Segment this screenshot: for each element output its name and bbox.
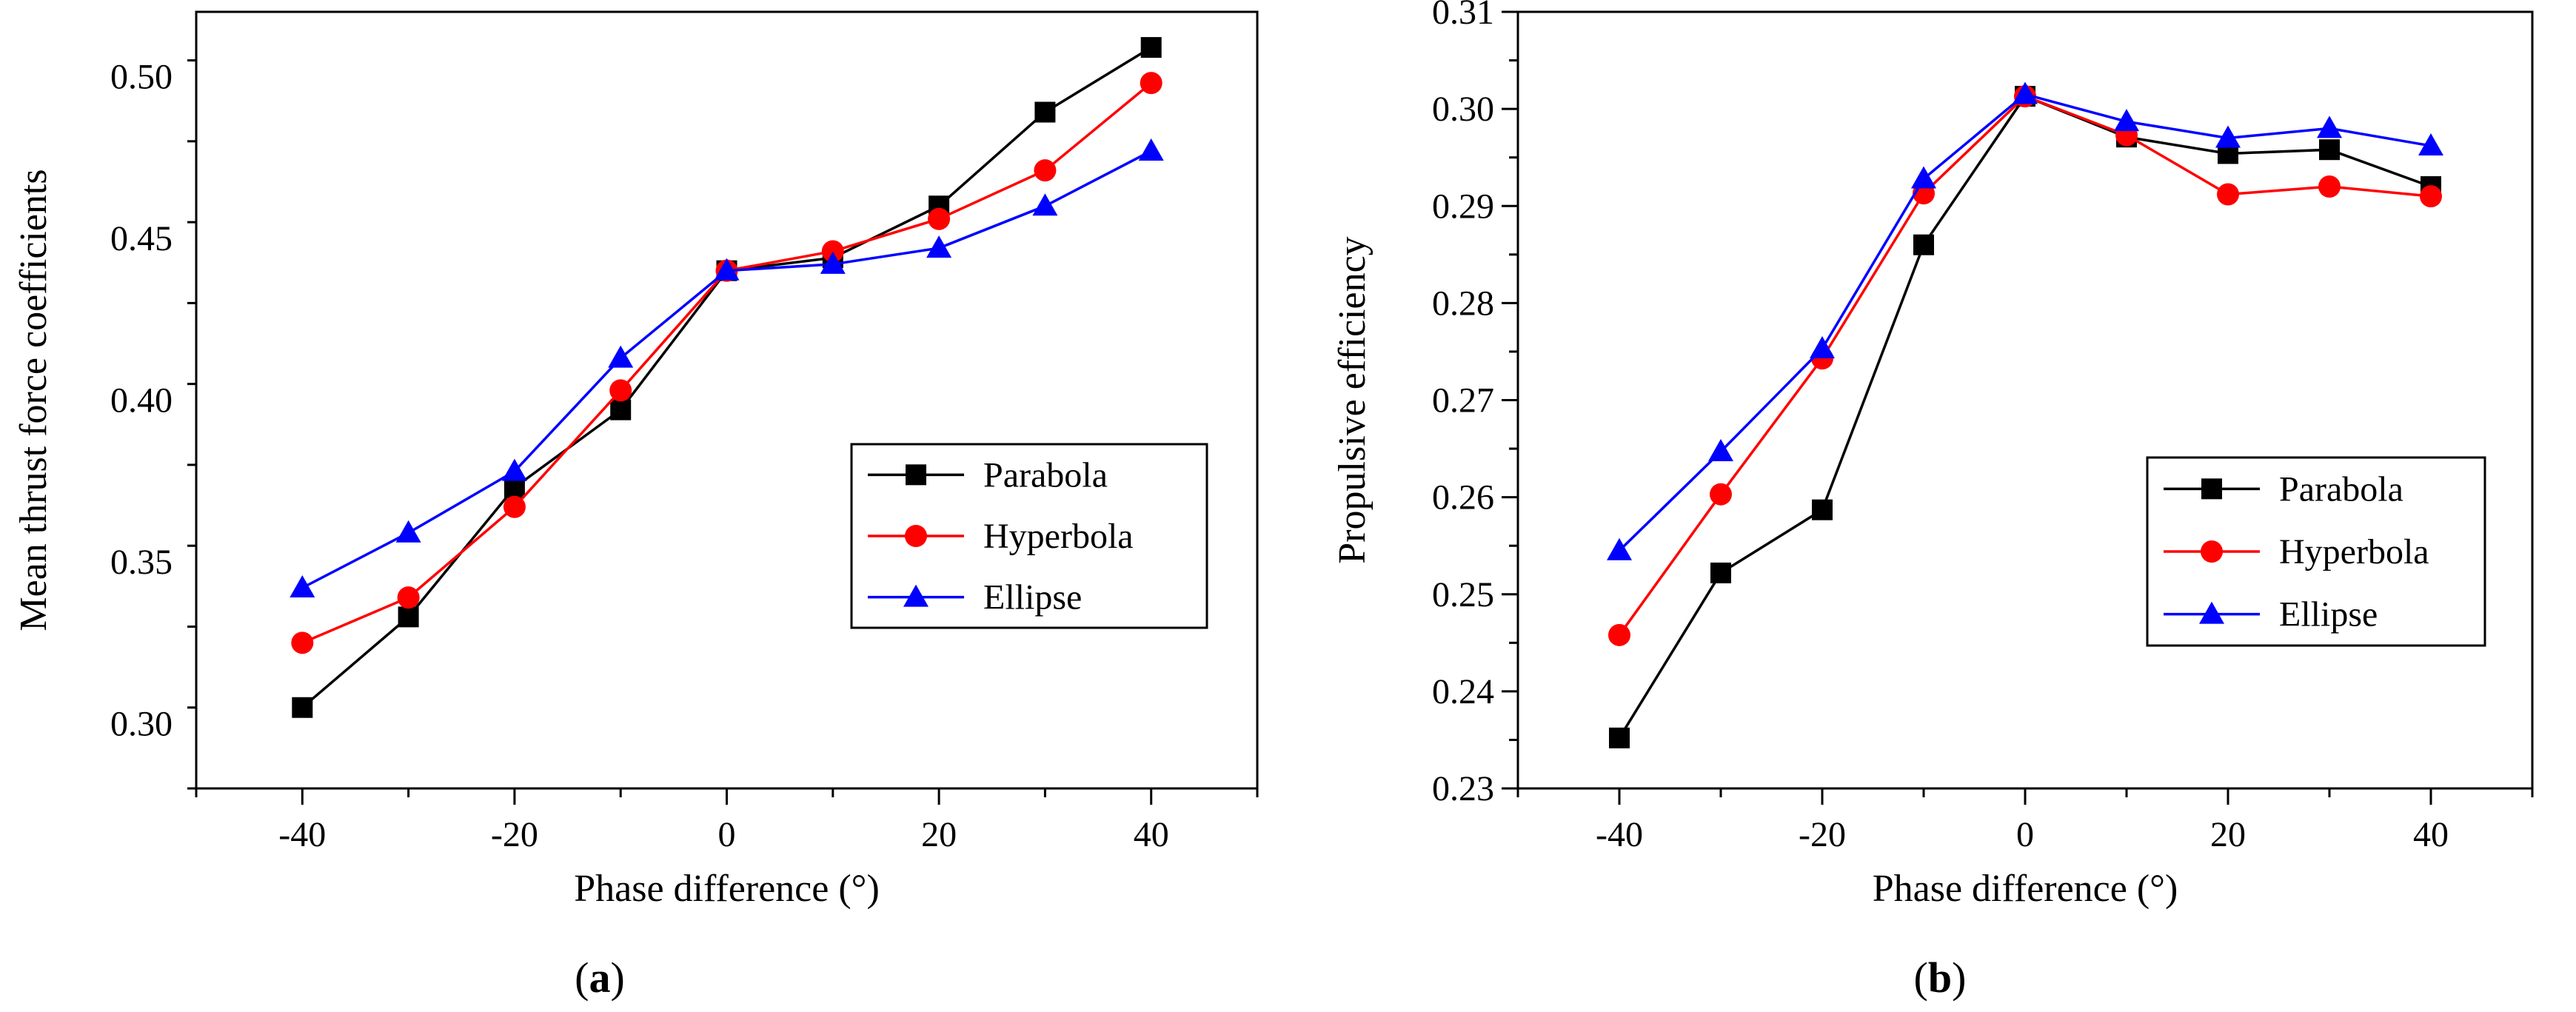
data-point-parabola <box>2319 139 2340 161</box>
legend-label-ellipse: Ellipse <box>2279 595 2378 634</box>
y-tick-label: 0.30 <box>1432 90 1494 129</box>
data-point-parabola <box>1710 562 1731 583</box>
data-point-ellipse <box>608 345 634 368</box>
y-axis-title: Propulsive efficiency <box>1331 236 1374 563</box>
x-axis-title: Phase difference (°) <box>574 868 880 910</box>
data-point-ellipse <box>2215 125 2241 148</box>
data-point-ellipse <box>501 458 527 481</box>
y-tick-label: 0.31 <box>1432 0 1494 32</box>
legend-label-parabola: Parabola <box>983 455 1108 495</box>
data-point-hyperbola <box>1140 72 1162 95</box>
legend-marker-hyperbola <box>905 525 927 547</box>
data-point-hyperbola <box>2318 175 2341 198</box>
y-axis-title: Mean thrust force coefficients <box>13 169 55 631</box>
data-point-ellipse <box>1708 438 1733 461</box>
data-point-ellipse <box>926 235 952 258</box>
data-point-hyperbola <box>503 495 526 518</box>
data-point-ellipse <box>2317 115 2342 138</box>
panel-label-open: ( <box>575 954 589 1002</box>
y-tick-label: 0.40 <box>110 381 173 420</box>
data-point-hyperbola <box>609 379 632 402</box>
series-parabola <box>1609 86 2441 748</box>
y-tick-label: 0.45 <box>110 219 173 258</box>
series-ellipse <box>290 138 1164 598</box>
data-point-hyperbola <box>397 586 420 609</box>
y-tick-label: 0.24 <box>1432 672 1494 711</box>
data-point-ellipse <box>1911 166 1936 189</box>
y-tick-label: 0.30 <box>110 705 173 744</box>
data-point-parabola <box>1140 37 1162 58</box>
data-point-ellipse <box>290 575 315 598</box>
data-point-parabola <box>1034 101 1056 123</box>
legend-marker-parabola <box>906 464 926 486</box>
x-tick-label: 40 <box>1134 815 1169 854</box>
panel-label-close: ) <box>611 954 625 1002</box>
x-tick-label: -40 <box>278 815 326 854</box>
y-tick-label: 0.27 <box>1432 381 1494 420</box>
legend-label-hyperbola: Hyperbola <box>983 517 1134 556</box>
y-tick-label: 0.28 <box>1432 284 1494 323</box>
x-tick-label: 0 <box>718 815 736 854</box>
legend-marker-parabola <box>2201 478 2222 500</box>
chart-b: -40 -20 0 20 40 0.23 0.24 0.25 0.26 0.27 0.28 0.29 0… <box>1331 0 2534 1002</box>
data-point-ellipse <box>2114 109 2139 132</box>
y-tick-label: 0.35 <box>110 543 173 582</box>
x-axis-title: Phase difference (°) <box>1873 868 2178 910</box>
legend-label-parabola: Parabola <box>2279 469 2403 509</box>
x-tick-label: 20 <box>921 815 957 854</box>
data-point-ellipse <box>2013 81 2038 104</box>
data-point-ellipse <box>714 258 740 281</box>
panel-label-close: ) <box>1952 954 1966 1002</box>
x-tick-label: 20 <box>2210 815 2246 854</box>
series-ellipse <box>1607 81 2443 560</box>
legend: Parabola Hyperbola Ellipse <box>2146 456 2486 647</box>
data-point-hyperbola <box>1710 483 1732 506</box>
y-tick-label: 0.29 <box>1432 187 1494 226</box>
y-tick-label: 0.25 <box>1432 575 1494 614</box>
x-tick-label: -20 <box>1799 815 1846 854</box>
data-point-ellipse <box>820 251 846 274</box>
chart-a: -40 -20 0 20 40 0.30 0.35 0.40 0.45 0.50 Phase dif… <box>13 10 1259 1002</box>
data-point-hyperbola <box>928 207 951 230</box>
y-tick-label: 0.50 <box>110 57 173 96</box>
y-tick-label: 0.26 <box>1432 478 1494 517</box>
data-point-ellipse <box>2418 133 2443 155</box>
data-point-ellipse <box>1032 193 1058 216</box>
data-point-hyperbola <box>821 240 844 263</box>
x-tick-label: 40 <box>2413 815 2449 854</box>
data-point-parabola <box>1609 727 1630 748</box>
plot-frame <box>1516 10 2534 790</box>
data-point-ellipse <box>1607 537 1632 560</box>
data-point-hyperbola <box>1034 159 1057 182</box>
x-tick-label: -40 <box>1596 815 1643 854</box>
data-point-hyperbola <box>291 631 314 654</box>
data-point-parabola <box>292 697 313 718</box>
y-tick-label: 0.23 <box>1432 769 1494 808</box>
x-tick-label: -20 <box>491 815 538 854</box>
panel-label-letter: a <box>589 954 611 1002</box>
legend-label-ellipse: Ellipse <box>983 578 1082 617</box>
panel-label-letter: b <box>1928 954 1952 1002</box>
legend-marker-hyperbola <box>2201 540 2223 563</box>
legend: Parabola Hyperbola Ellipse <box>850 443 1208 629</box>
panel-label: (b) <box>1914 954 1967 1002</box>
data-point-parabola <box>610 399 632 420</box>
panel-label-open: ( <box>1914 954 1928 1002</box>
data-point-hyperbola <box>2217 183 2239 206</box>
legend-marker-ellipse <box>2199 601 2224 624</box>
data-point-ellipse <box>395 520 421 543</box>
legend-marker-ellipse <box>903 584 929 607</box>
data-point-hyperbola <box>1608 623 1630 646</box>
legend-label-hyperbola: Hyperbola <box>2279 532 2429 572</box>
data-point-ellipse <box>1810 336 1835 359</box>
x-tick-label: 0 <box>2016 815 2034 854</box>
data-point-parabola <box>1812 499 1833 520</box>
data-point-parabola <box>1913 234 1934 255</box>
data-point-hyperbola <box>2420 185 2442 208</box>
data-point-ellipse <box>1138 138 1164 161</box>
panel-label: (a) <box>575 954 625 1002</box>
data-point-parabola <box>398 606 419 628</box>
